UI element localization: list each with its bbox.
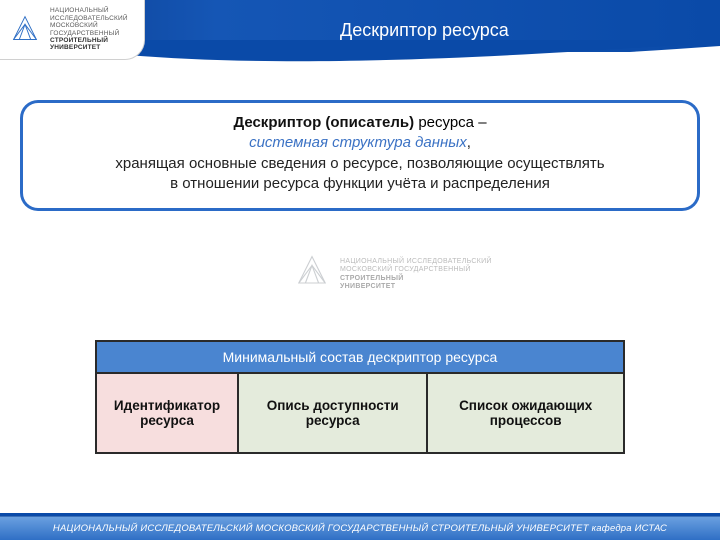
footer-text: НАЦИОНАЛЬНЫЙ ИССЛЕДОВАТЕЛЬСКИЙ МОСКОВСКИ… <box>53 523 667 534</box>
table-row: Идентификатор ресурса Опись доступности … <box>97 374 623 452</box>
definition-line4: в отношении ресурса функции учёта и расп… <box>41 174 679 194</box>
definition-line1-rest: ресурса – <box>414 114 486 131</box>
logo-line2: МОСКОВСКИЙ ГОСУДАРСТВЕННЫЙ <box>50 22 138 37</box>
wm-line1: НАЦИОНАЛЬНЫЙ ИССЛЕДОВАТЕЛЬСКИЙ <box>340 258 492 266</box>
cell-1-label: Идентификатор ресурса <box>105 398 229 428</box>
logo-line3: СТРОИТЕЛЬНЫЙ <box>50 37 138 44</box>
definition-inner: Дескриптор (описатель) ресурса – системн… <box>23 103 697 208</box>
watermark-icon <box>290 250 334 299</box>
cell-3-label: Список ожидающих процессов <box>436 398 615 428</box>
definition-line2: системная структура данных, <box>41 133 679 153</box>
logo-line1: НАЦИОНАЛЬНЫЙ ИССЛЕДОВАТЕЛЬСКИЙ <box>50 7 138 22</box>
wm-line4: УНИВЕРСИТЕТ <box>340 283 492 291</box>
definition-line1: Дескриптор (описатель) ресурса – <box>41 113 679 133</box>
definition-line2-comma: , <box>467 134 471 151</box>
footer: НАЦИОНАЛЬНЫЙ ИССЛЕДОВАТЕЛЬСКИЙ МОСКОВСКИ… <box>0 516 720 540</box>
cell-identifier: Идентификатор ресурса <box>97 374 239 452</box>
slide-header: НАЦИОНАЛЬНЫЙ ИССЛЕДОВАТЕЛЬСКИЙ МОСКОВСКИ… <box>0 0 720 70</box>
wm-line3: СТРОИТЕЛЬНЫЙ <box>340 275 492 283</box>
watermark: НАЦИОНАЛЬНЫЙ ИССЛЕДОВАТЕЛЬСКИЙ МОСКОВСКИ… <box>290 250 492 299</box>
watermark-text: НАЦИОНАЛЬНЫЙ ИССЛЕДОВАТЕЛЬСКИЙ МОСКОВСКИ… <box>340 258 492 292</box>
logo-badge: НАЦИОНАЛЬНЫЙ ИССЛЕДОВАТЕЛЬСКИЙ МОСКОВСКИ… <box>0 0 145 60</box>
logo-line4: УНИВЕРСИТЕТ <box>50 44 138 51</box>
definition-italic: системная структура данных <box>249 134 467 151</box>
logo-icon <box>6 11 44 49</box>
definition-bold: Дескриптор (описатель) <box>233 114 414 131</box>
descriptor-table: Минимальный состав дескриптор ресурса Ид… <box>95 340 625 454</box>
table-header: Минимальный состав дескриптор ресурса <box>97 342 623 374</box>
cell-2-label: Опись доступности ресурса <box>247 398 418 428</box>
definition-line3: хранящая основные сведения о ресурсе, по… <box>41 154 679 174</box>
logo-text: НАЦИОНАЛЬНЫЙ ИССЛЕДОВАТЕЛЬСКИЙ МОСКОВСКИ… <box>50 7 138 52</box>
wm-line2: МОСКОВСКИЙ ГОСУДАРСТВЕННЫЙ <box>340 266 492 274</box>
page-title: Дескриптор ресурса <box>340 20 509 41</box>
cell-availability: Опись доступности ресурса <box>239 374 428 452</box>
cell-waiting-processes: Список ожидающих процессов <box>428 374 623 452</box>
definition-box: Дескриптор (описатель) ресурса – системн… <box>20 100 700 211</box>
